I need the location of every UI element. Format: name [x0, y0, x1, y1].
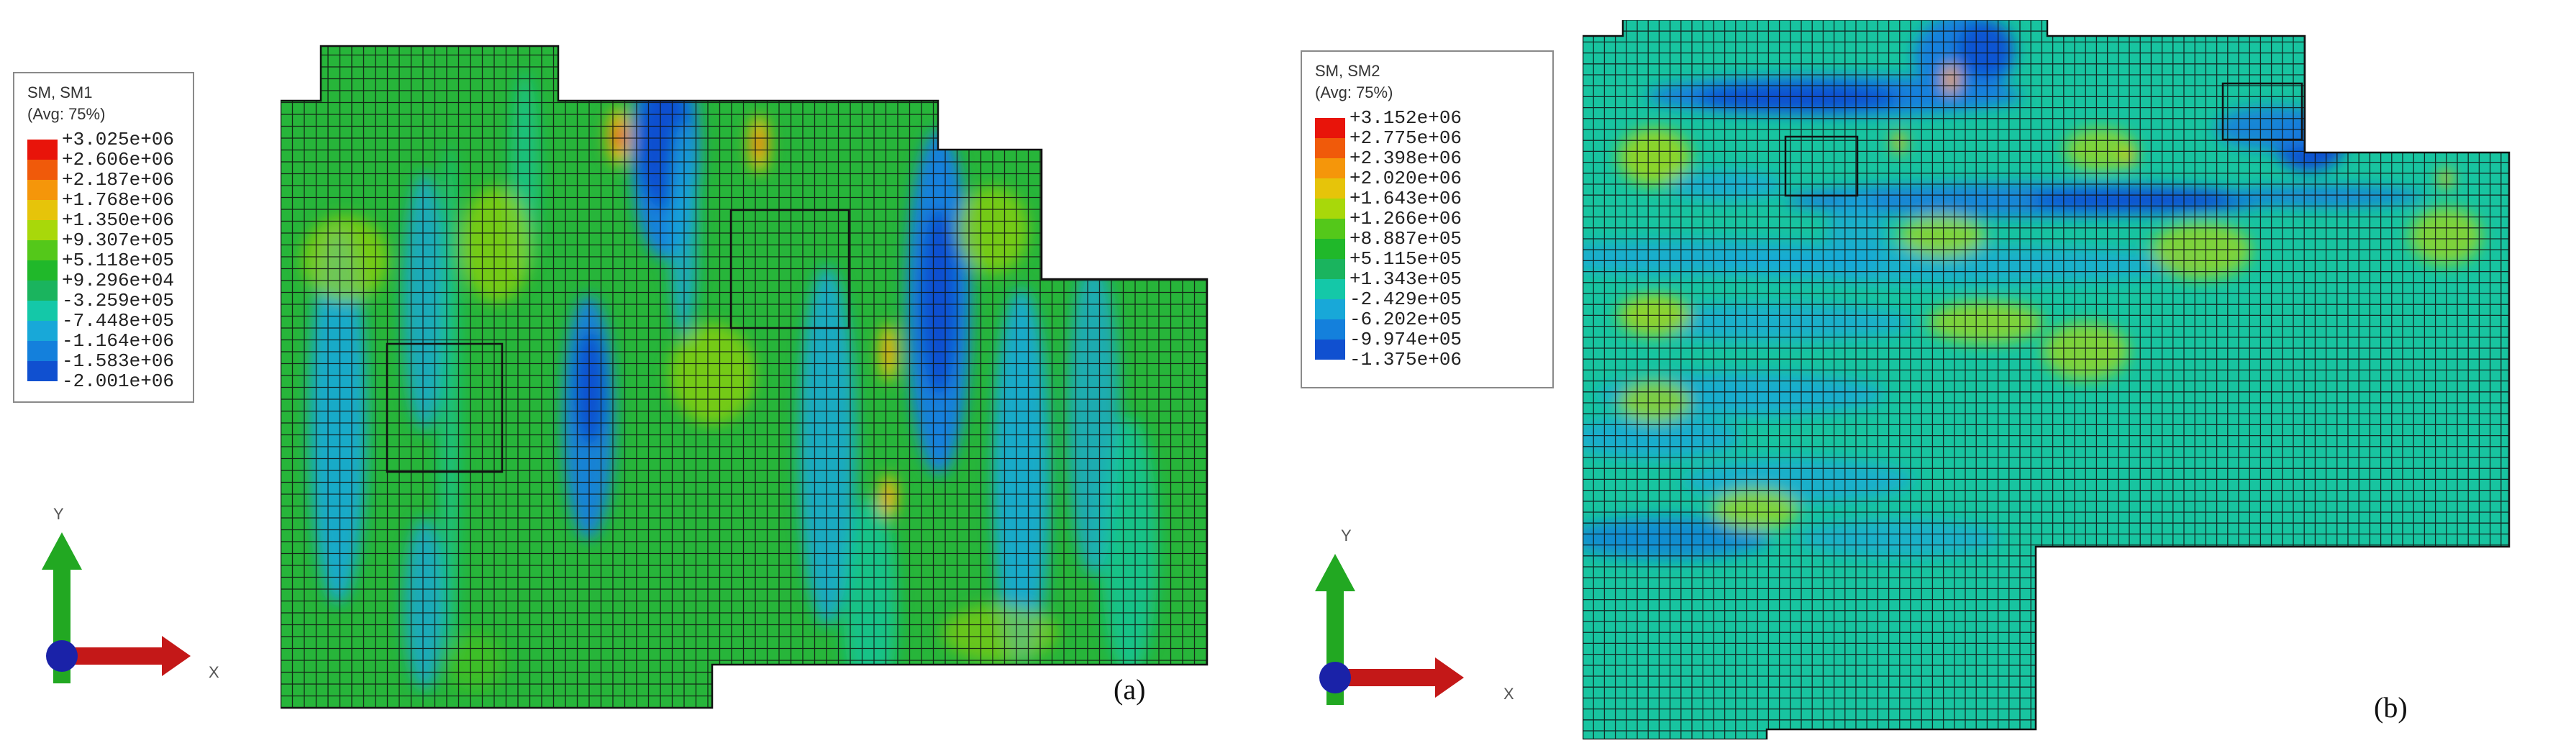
- legend-value: +9.307e+05: [62, 229, 175, 251]
- legend-value: +2.398e+06: [1350, 147, 1462, 169]
- legend-value: +3.152e+06: [1350, 107, 1462, 129]
- legend-color-swatch: [1315, 158, 1345, 178]
- legend-color-swatch: [27, 160, 58, 180]
- legend-value: -1.583e+06: [62, 350, 175, 372]
- legend-color-swatch: [1315, 259, 1345, 279]
- legend-color-swatch: [27, 321, 58, 341]
- legend-value: -6.202e+05: [1350, 309, 1462, 330]
- legend-value: +2.775e+06: [1350, 127, 1462, 149]
- legend-value: +2.020e+06: [1350, 168, 1462, 189]
- panel-label-b: (b): [2374, 691, 2408, 724]
- legend-value: +2.187e+06: [62, 169, 175, 191]
- legend-value: -2.429e+05: [1350, 288, 1462, 310]
- legend-color-swatch: [27, 140, 58, 160]
- x-axis-label: X: [1503, 685, 1514, 703]
- legend-value: +8.887e+05: [1350, 228, 1462, 250]
- legend-color-swatch: [1315, 279, 1345, 299]
- legend-value: -9.974e+05: [1350, 329, 1462, 350]
- legend-value: -7.448e+05: [62, 310, 175, 332]
- legend-value: +1.643e+06: [1350, 188, 1462, 209]
- legend-color-swatch: [27, 281, 58, 301]
- legend-value: +1.266e+06: [1350, 208, 1462, 229]
- legend-color-swatch: [27, 361, 58, 381]
- x-axis-arrow-icon: [62, 647, 170, 665]
- contour-plot-b: [1583, 20, 2511, 739]
- y-axis-label: Y: [1341, 527, 1352, 545]
- axis-triad-b: [1315, 554, 1464, 705]
- legend-value: -1.375e+06: [1350, 349, 1462, 370]
- legend-value: +5.118e+05: [62, 250, 175, 271]
- legend-subtitle: (Avg: 75%): [1315, 83, 1393, 101]
- legend-subtitle: (Avg: 75%): [27, 105, 106, 123]
- legend-color-swatch: [27, 341, 58, 361]
- legend-value: +1.343e+05: [1350, 268, 1462, 290]
- legend-color-swatch: [27, 260, 58, 281]
- legend-value: +1.350e+06: [62, 209, 175, 231]
- legend-color-swatch: [27, 220, 58, 240]
- panel-label-a: (a): [1114, 673, 1146, 706]
- legend-color-swatch: [1315, 239, 1345, 259]
- y-axis-label: Y: [53, 505, 64, 523]
- legend-color-swatch: [1315, 340, 1345, 360]
- legend-color-swatch: [1315, 219, 1345, 239]
- panel-a: SM, SM1 (Avg: 75%) +3.025e+06 +2.606e+06 +…: [13, 45, 1209, 709]
- legend-a: SM, SM1 (Avg: 75%) +3.025e+06 +2.606e+06 +…: [13, 72, 194, 403]
- axis-triad-a: [42, 532, 191, 683]
- legend-color-swatch: [1315, 118, 1345, 138]
- legend-value: -3.259e+05: [62, 290, 175, 311]
- legend-b: SM, SM2 (Avg: 75%) +3.152e+06 +2.775e+06 +…: [1301, 50, 1554, 388]
- legend-color-swatch: [27, 301, 58, 321]
- x-axis-label: X: [209, 663, 219, 681]
- legend-value: +2.606e+06: [62, 149, 175, 170]
- x-axis-arrow-icon: [1335, 669, 1443, 686]
- legend-color-swatch: [1315, 178, 1345, 199]
- legend-color-swatch: [1315, 199, 1345, 219]
- legend-color-swatch: [27, 180, 58, 200]
- legend-color-swatch: [1315, 138, 1345, 158]
- legend-color-swatch: [27, 240, 58, 260]
- legend-title: SM, SM2: [1315, 62, 1380, 80]
- origin-dot-icon: [46, 640, 78, 672]
- origin-dot-icon: [1319, 662, 1351, 693]
- legend-value: +3.025e+06: [62, 129, 175, 150]
- contour-plot-a: [281, 45, 1209, 709]
- legend-value: +9.296e+04: [62, 270, 175, 291]
- legend-value: -1.164e+06: [62, 330, 175, 352]
- legend-value: +5.115e+05: [1350, 248, 1462, 270]
- legend-color-swatch: [27, 200, 58, 220]
- legend-color-swatch: [1315, 319, 1345, 340]
- legend-title: SM, SM1: [27, 83, 93, 101]
- panel-b: SM, SM2 (Avg: 75%) +3.152e+06 +2.775e+06 +…: [1288, 0, 2575, 756]
- legend-value: -2.001e+06: [62, 370, 175, 392]
- legend-color-swatch: [1315, 299, 1345, 319]
- legend-value: +1.768e+06: [62, 189, 175, 211]
